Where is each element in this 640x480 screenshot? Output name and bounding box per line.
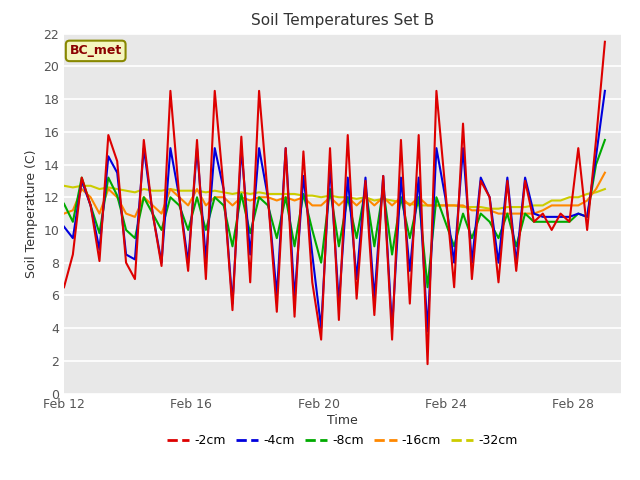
- X-axis label: Time: Time: [327, 414, 358, 427]
- Legend: -2cm, -4cm, -8cm, -16cm, -32cm: -2cm, -4cm, -8cm, -16cm, -32cm: [162, 429, 523, 452]
- Title: Soil Temperatures Set B: Soil Temperatures Set B: [251, 13, 434, 28]
- Text: BC_met: BC_met: [70, 44, 122, 58]
- Y-axis label: Soil Temperature (C): Soil Temperature (C): [25, 149, 38, 278]
